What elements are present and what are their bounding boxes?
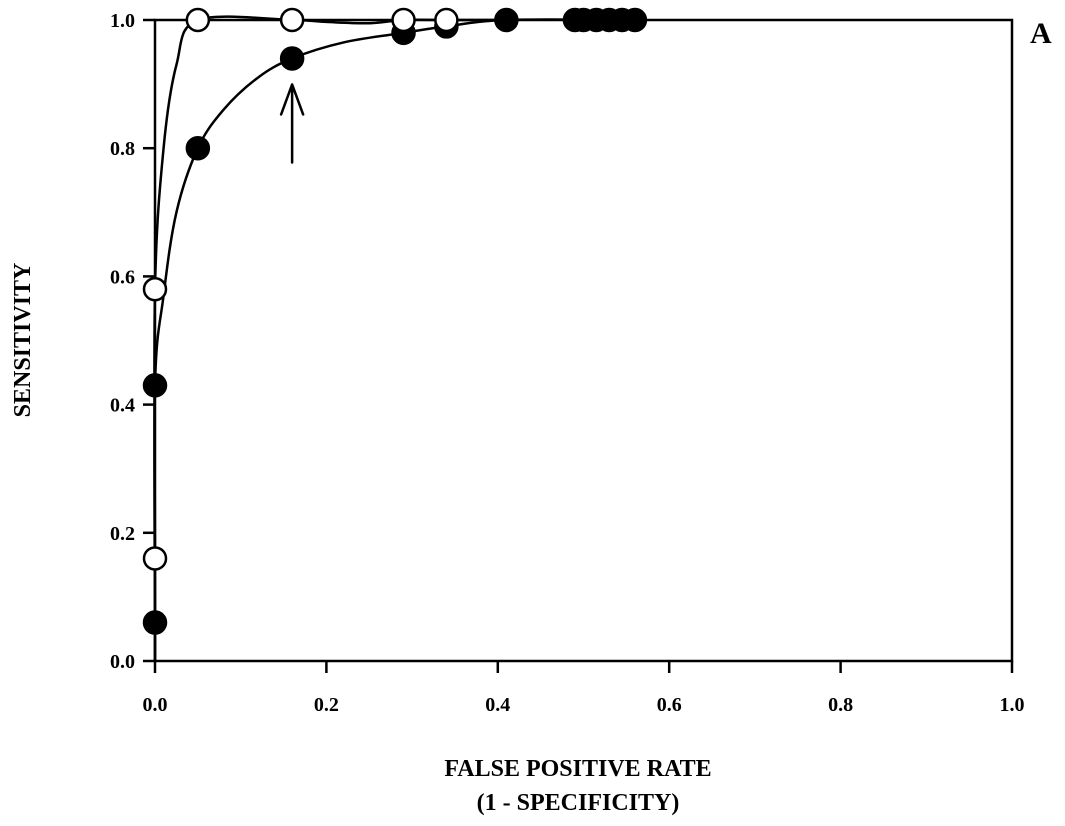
y-tick-label: 0.6 (110, 266, 135, 288)
x-axis-title-line2: (1 - SPECIFICITY) (477, 790, 680, 816)
x-tick-label: 0.4 (485, 694, 510, 716)
x-axis-title-line1: FALSE POSITIVE RATE (444, 756, 711, 782)
y-tick-label: 1.0 (110, 10, 135, 32)
filled-circle-point (142, 610, 168, 635)
x-tick-label: 0.0 (143, 694, 168, 716)
open-circle-point (434, 7, 459, 33)
x-tick-label: 0.8 (828, 694, 853, 716)
x-axis: 0.0 0.2 0.4 0.6 0.8 1.0 (143, 661, 1025, 716)
x-tick-label: 0.6 (657, 694, 682, 716)
plot-frame (153, 18, 1014, 663)
open-circle-point (185, 7, 211, 33)
curves (153, 15, 637, 663)
x-tick-label: 0.2 (314, 694, 339, 716)
open-series-curve (153, 15, 508, 663)
y-tick-label: 0.0 (110, 651, 135, 673)
filled-circle-point (142, 373, 168, 398)
panel-label: A (1030, 17, 1052, 50)
y-axis: 0.0 0.2 0.4 0.6 0.8 1.0 (110, 10, 155, 673)
filled-circle-point (279, 46, 305, 71)
open-circle-point (391, 7, 416, 33)
x-tick-label: 1.0 (1000, 694, 1025, 716)
y-tick-label: 0.8 (110, 138, 135, 160)
filled-circle-point (494, 7, 519, 33)
filled-series-curve (153, 18, 637, 663)
open-circle-point (279, 7, 305, 33)
y-tick-label: 0.4 (110, 395, 135, 417)
y-tick-label: 0.2 (110, 523, 135, 545)
filled-circle-point (185, 135, 211, 161)
annotations (279, 83, 305, 164)
y-axis-title: SENSITIVITY (10, 263, 36, 418)
markers (142, 7, 648, 635)
filled-circle-point (622, 7, 648, 33)
open-circle-point (142, 546, 168, 571)
open-circle-point (142, 276, 168, 302)
arrow-annotation (279, 83, 305, 164)
